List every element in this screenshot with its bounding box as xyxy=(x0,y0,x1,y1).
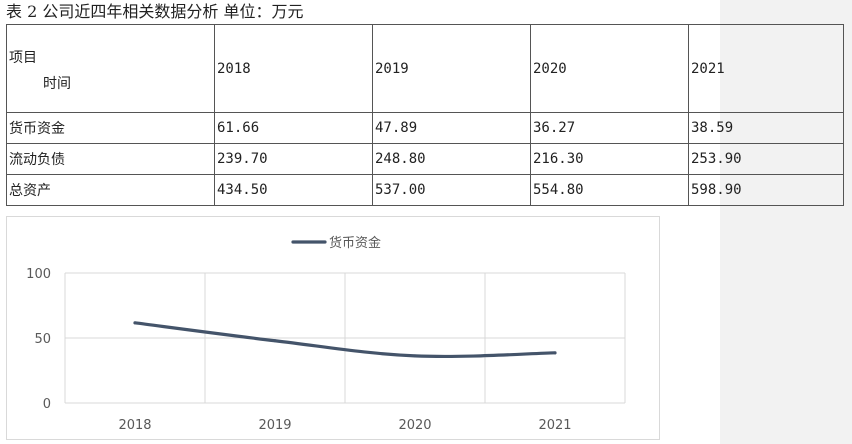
table-cell: 434.50 xyxy=(214,174,373,206)
y-tick-label: 50 xyxy=(34,332,51,347)
table-cell: 239.70 xyxy=(214,143,373,175)
y-tick-label: 100 xyxy=(26,267,51,282)
table-cell: 216.30 xyxy=(530,143,689,175)
table-cell: 598.90 xyxy=(688,174,844,206)
table-cell: 36.27 xyxy=(530,112,689,144)
chart-canvas: 0 50 100 2018 2019 2020 2021 货币资金 xyxy=(26,235,626,433)
table-cell: 554.80 xyxy=(530,174,689,206)
x-tick-label: 2020 xyxy=(398,418,431,433)
header-time-label: 时间 xyxy=(43,75,71,92)
y-tick-label: 0 xyxy=(43,397,51,412)
data-point xyxy=(413,354,417,358)
line-chart: 0 50 100 2018 2019 2020 2021 货币资金 xyxy=(6,216,660,440)
table-row: 总资产 434.50 537.00 554.80 598.90 xyxy=(6,174,844,206)
legend-label: 货币资金 xyxy=(329,235,381,251)
header-diagonal-cell: 项目 时间 xyxy=(6,24,215,113)
data-point xyxy=(133,321,137,325)
table-cell: 248.80 xyxy=(372,143,531,175)
x-tick-label: 2018 xyxy=(118,418,151,433)
series-line xyxy=(133,321,557,359)
header-year: 2019 xyxy=(372,24,531,113)
row-label: 流动负债 xyxy=(6,143,215,175)
table-cell: 253.90 xyxy=(688,143,844,175)
x-tick-label: 2021 xyxy=(538,418,571,433)
table-row: 流动负债 239.70 248.80 216.30 253.90 xyxy=(6,143,844,175)
header-year: 2021 xyxy=(688,24,844,113)
table-header-row: 项目 时间 2018 2019 2020 2021 xyxy=(6,24,844,113)
table-cell: 537.00 xyxy=(372,174,531,206)
data-table: 项目 时间 2018 2019 2020 2021 货币资金 61.66 47.… xyxy=(6,24,844,206)
header-year: 2018 xyxy=(214,24,373,113)
table-row: 货币资金 61.66 47.89 36.27 38.59 xyxy=(6,112,844,144)
x-tick-label: 2019 xyxy=(258,418,291,433)
header-year: 2020 xyxy=(530,24,689,113)
row-label: 货币资金 xyxy=(6,112,215,144)
data-point xyxy=(273,339,277,343)
table-cell: 47.89 xyxy=(372,112,531,144)
table-cell: 61.66 xyxy=(214,112,373,144)
table-caption: 表 2 公司近四年相关数据分析 单位：万元 xyxy=(6,2,304,21)
header-item-label: 项目 xyxy=(9,49,37,66)
row-label: 总资产 xyxy=(6,174,215,206)
table-cell: 38.59 xyxy=(688,112,844,144)
data-point xyxy=(553,351,557,355)
